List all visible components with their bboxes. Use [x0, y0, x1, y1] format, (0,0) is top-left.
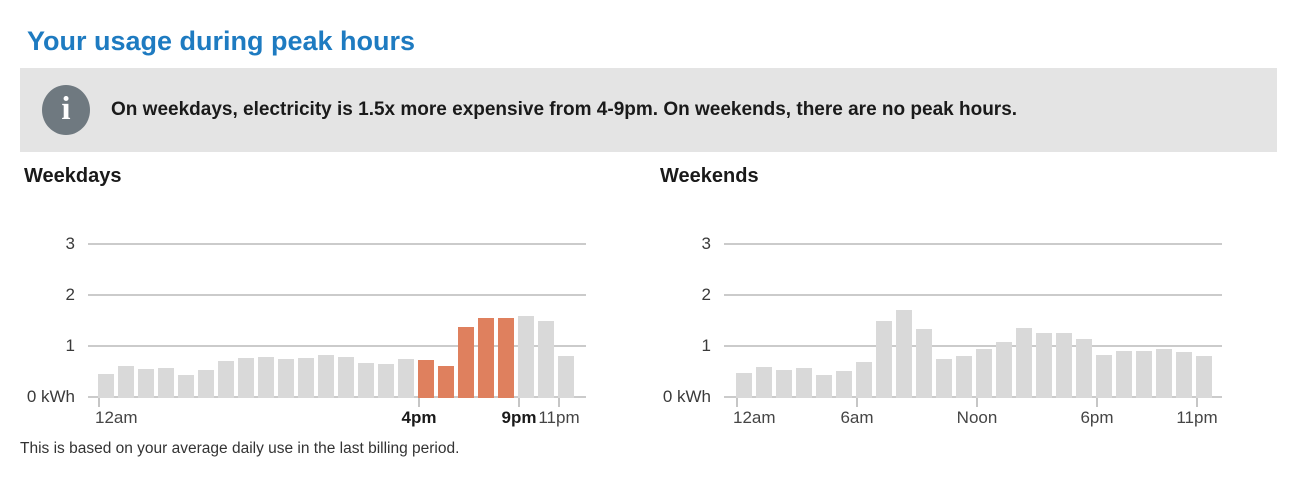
usage-bar: [736, 373, 752, 398]
usage-bar: [1116, 351, 1132, 398]
usage-bar: [1036, 333, 1052, 398]
x-axis-baseline: [724, 396, 1222, 398]
info-banner: i On weekdays, electricity is 1.5x more …: [20, 68, 1277, 152]
x-tick: [976, 398, 978, 407]
usage-bar-peak: [498, 318, 514, 398]
x-tick-label: 6pm: [1080, 408, 1114, 427]
x-tick-label: 4pm: [401, 408, 437, 427]
usage-bar: [98, 374, 114, 398]
x-tick: [518, 398, 520, 407]
x-tick: [418, 398, 420, 407]
usage-bar: [1056, 333, 1072, 398]
info-icon: i: [42, 85, 90, 135]
usage-bar: [138, 369, 154, 398]
x-tick-label: 12am: [733, 408, 776, 427]
usage-bar: [558, 356, 574, 398]
x-tick-label: 12am: [95, 408, 138, 427]
usage-bar: [278, 359, 294, 398]
x-tick-label: Noon: [956, 408, 998, 427]
usage-bar: [538, 321, 554, 398]
y-axis-label: 2: [701, 285, 711, 304]
x-tick-label: 11pm: [538, 408, 580, 427]
y-axis-label: 1: [701, 336, 711, 355]
y-axis-label: 3: [65, 234, 75, 253]
usage-bar: [298, 358, 314, 398]
usage-bar: [776, 370, 792, 398]
x-tick: [736, 398, 738, 407]
x-tick-label: 11pm: [1176, 408, 1218, 427]
gridline: [724, 294, 1222, 296]
plot-area: 0 kWh 1 2 3 12am 4pm 9pm 11pm: [27, 235, 586, 427]
gridline: [88, 243, 586, 245]
plot-area: 0 kWh 1 2 3 12am 6am Noon 6pm 11pm: [663, 235, 1222, 427]
usage-bar: [1196, 356, 1212, 398]
weekends-chart: Weekends 0 kWh 1 2 3 12am 6am Noon 6pm 11pm: [656, 160, 1284, 430]
usage-bar: [856, 362, 872, 398]
usage-bar: [198, 370, 214, 398]
y-axis-label: 0 kWh: [662, 387, 711, 406]
usage-bar: [338, 357, 354, 398]
usage-bar-peak: [478, 318, 494, 398]
x-tick: [558, 398, 560, 407]
y-axis-label: 2: [65, 285, 75, 304]
chart-title: Weekdays: [24, 165, 122, 187]
usage-bar: [956, 356, 972, 398]
y-axis-label: 3: [701, 234, 711, 253]
usage-bar: [318, 355, 334, 398]
usage-bar: [398, 359, 414, 398]
usage-bar: [876, 321, 892, 398]
x-tick-label: 9pm: [501, 408, 537, 427]
usage-bar: [1176, 352, 1192, 398]
weekdays-chart: Weekdays 0 kWh 1 2 3 12am 4pm 9pm 11pm: [20, 160, 648, 430]
usage-bar: [218, 361, 234, 398]
usage-bar: [1076, 339, 1092, 398]
x-tick: [1196, 398, 1198, 407]
usage-bar: [358, 363, 374, 398]
usage-bar: [518, 316, 534, 398]
x-tick: [1096, 398, 1098, 407]
y-axis-label: 0 kWh: [26, 387, 75, 406]
footnote: This is based on your average daily use …: [20, 440, 460, 457]
usage-bar-peak: [458, 327, 474, 398]
usage-bar: [756, 367, 772, 398]
usage-bar: [238, 358, 254, 398]
gridline: [724, 345, 1222, 347]
usage-bar: [996, 342, 1012, 398]
usage-bar-peak: [438, 366, 454, 398]
usage-bar: [976, 349, 992, 398]
usage-bar: [836, 371, 852, 398]
y-axis-label: 1: [65, 336, 75, 355]
x-tick: [98, 398, 100, 407]
usage-bar: [378, 364, 394, 398]
usage-bar: [118, 366, 134, 398]
gridline: [88, 294, 586, 296]
usage-bar-peak: [418, 360, 434, 398]
banner-text: On weekdays, electricity is 1.5x more ex…: [111, 99, 1018, 120]
usage-bar: [158, 368, 174, 398]
usage-bar: [1016, 328, 1032, 398]
x-tick: [856, 398, 858, 407]
usage-bar: [796, 368, 812, 398]
gridline: [88, 345, 586, 347]
usage-bar: [258, 357, 274, 398]
usage-bar: [1096, 355, 1112, 398]
usage-bar: [896, 310, 912, 398]
gridline: [724, 243, 1222, 245]
usage-bar: [1136, 351, 1152, 398]
usage-bar: [916, 329, 932, 398]
page-title: Your usage during peak hours: [27, 26, 416, 57]
usage-bar: [178, 375, 194, 398]
usage-bar: [816, 375, 832, 398]
usage-bar: [936, 359, 952, 398]
x-axis-baseline: [88, 396, 586, 398]
x-tick-label: 6am: [840, 408, 874, 427]
usage-bar: [1156, 349, 1172, 398]
chart-title: Weekends: [660, 165, 759, 187]
